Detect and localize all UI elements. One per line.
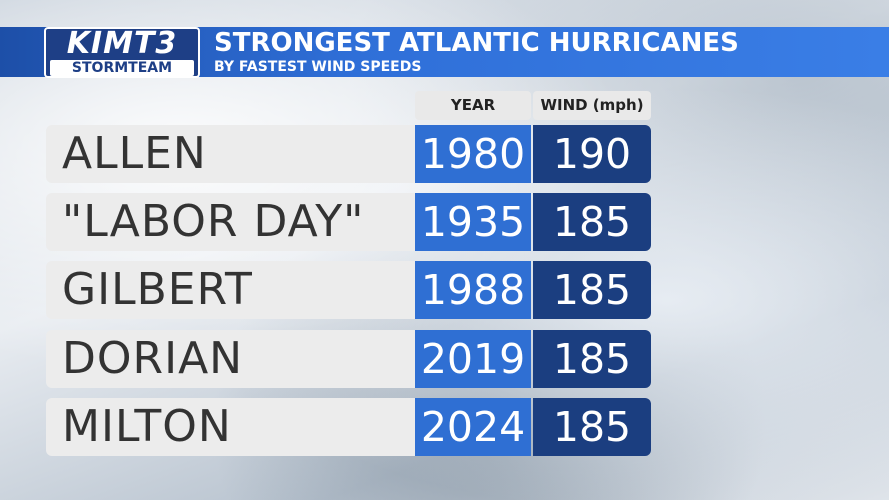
logo-bottom: STORMTEAM xyxy=(50,60,194,76)
cell-name: MILTON xyxy=(46,398,415,456)
cell-year: 1988 xyxy=(415,261,531,319)
cell-wind: 185 xyxy=(533,193,651,251)
cell-year: 1980 xyxy=(415,125,531,183)
cell-name: ALLEN xyxy=(46,125,415,183)
logo-top: KIMT3 xyxy=(66,26,178,61)
cell-wind: 185 xyxy=(533,261,651,319)
cell-wind: 185 xyxy=(533,398,651,456)
cell-wind: 190 xyxy=(533,125,651,183)
cell-wind: 185 xyxy=(533,330,651,388)
cell-name: DORIAN xyxy=(46,330,415,388)
column-header: YEAR xyxy=(415,91,531,120)
cell-name: GILBERT xyxy=(46,261,415,319)
logo: KIMT3 STORMTEAM xyxy=(44,27,200,78)
cell-year: 2024 xyxy=(415,398,531,456)
cell-name: "LABOR DAY" xyxy=(46,193,415,251)
cell-year: 1935 xyxy=(415,193,531,251)
subtitle: BY FASTEST WIND SPEEDS xyxy=(214,59,422,75)
title: STRONGEST ATLANTIC HURRICANES xyxy=(214,28,739,58)
column-header: WIND (mph) xyxy=(533,91,651,120)
cell-year: 2019 xyxy=(415,330,531,388)
